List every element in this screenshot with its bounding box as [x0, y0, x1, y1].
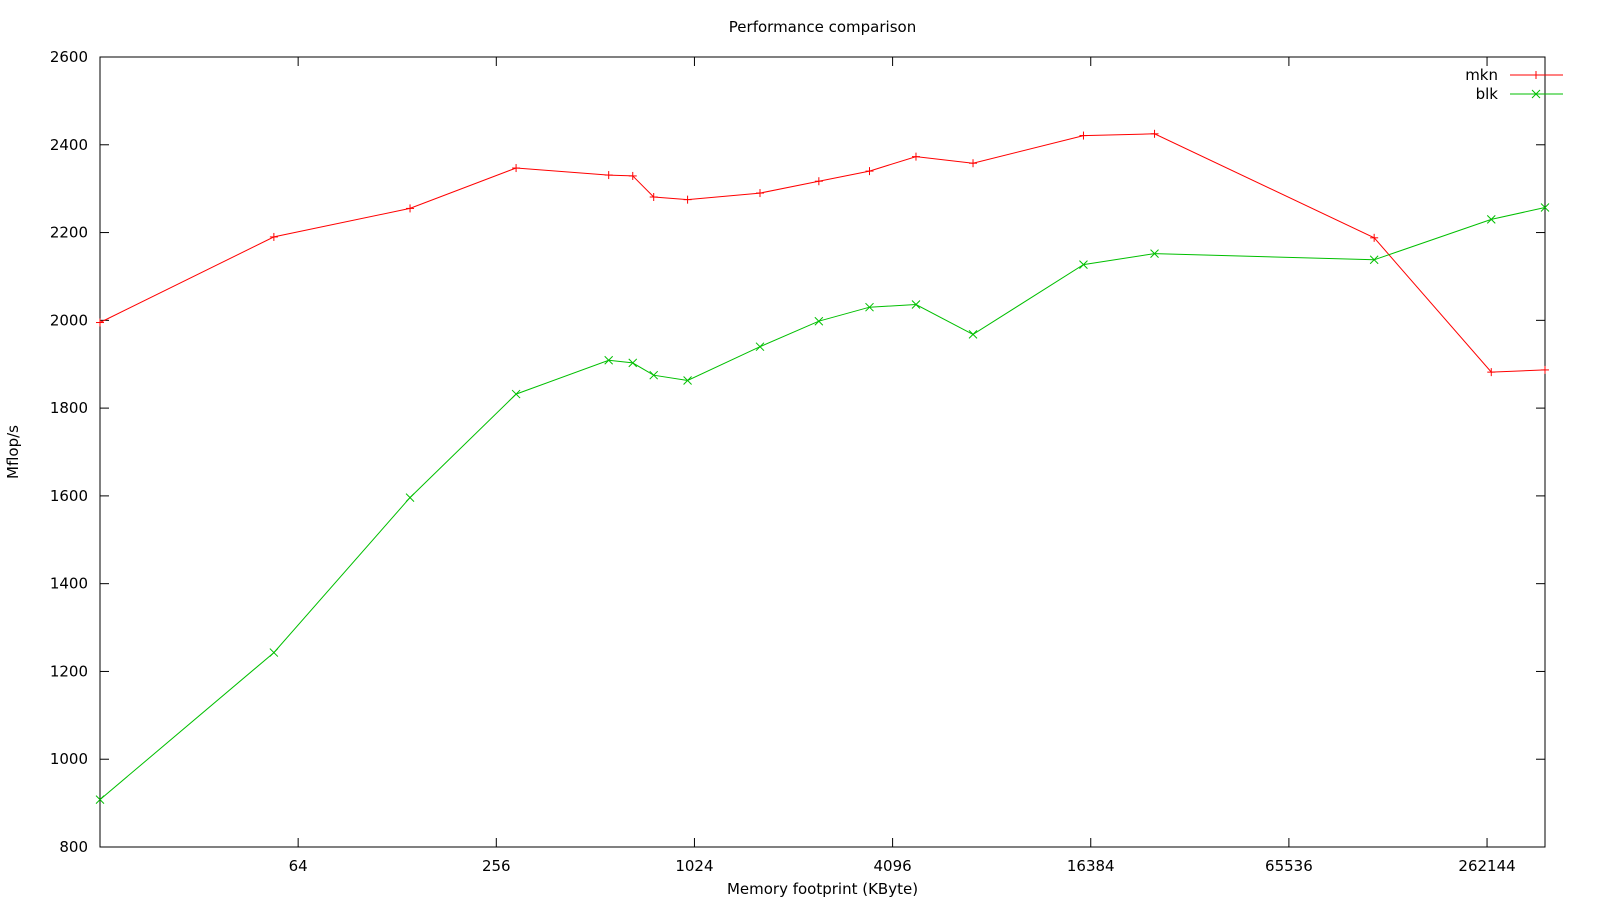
x-tick-label: 256: [482, 857, 511, 875]
legend-marker-mkn: [1532, 71, 1540, 79]
data-point-blk: [1079, 260, 1088, 269]
data-point-blk: [604, 355, 614, 365]
marker-stroke: [968, 330, 978, 339]
y-tick-label: 2400: [50, 136, 88, 154]
data-point-blk: [1369, 255, 1379, 265]
data-point-mkn: [604, 171, 613, 180]
data-point-mkn: [1541, 365, 1549, 374]
marker-stroke: [405, 493, 415, 502]
data-point-mkn: [1370, 233, 1379, 242]
marker-stroke: [814, 316, 824, 326]
marker-stroke: [1150, 249, 1159, 258]
data-point-blk: [865, 302, 874, 312]
data-point-blk: [814, 316, 824, 326]
marker-stroke: [1486, 215, 1496, 224]
data-point-mkn: [911, 152, 920, 161]
series-layer: [95, 129, 1550, 804]
data-point-blk: [1150, 249, 1159, 258]
data-point-blk: [628, 358, 638, 368]
x-tick-label: 16384: [1067, 857, 1115, 875]
marker-stroke: [1531, 89, 1541, 99]
y-tick-label: 1800: [50, 399, 88, 417]
x-tick-label: 262144: [1458, 857, 1515, 875]
marker-stroke: [1369, 255, 1379, 265]
data-point-mkn: [512, 164, 521, 173]
data-point-blk: [405, 493, 415, 502]
y-tick-label: 1400: [50, 575, 88, 593]
marker-stroke: [1540, 203, 1550, 212]
data-point-blk: [95, 795, 105, 804]
data-point-mkn: [96, 318, 104, 327]
marker-stroke: [511, 389, 521, 399]
x-tick-label: 65536: [1265, 857, 1313, 875]
data-point-mkn: [628, 171, 637, 180]
y-tick-label: 1200: [50, 662, 88, 680]
y-tick-label: 2200: [50, 224, 88, 242]
data-point-blk: [649, 370, 659, 380]
y-tick-label: 800: [59, 838, 88, 856]
legend-label-blk: blk: [1476, 85, 1499, 103]
x-axis-title: Memory footprint (KByte): [727, 880, 918, 898]
data-point-blk: [1486, 215, 1496, 224]
y-axis-title: Mflop/s: [4, 425, 22, 479]
marker-stroke: [95, 795, 105, 804]
data-point-blk: [683, 376, 692, 385]
y-tick-label: 1600: [50, 487, 88, 505]
data-point-blk: [968, 330, 978, 339]
data-point-blk: [911, 300, 921, 309]
axis-ticks: 800 1000 1200 1400 1600 1800 2000 2200 2400 2600 6…: [50, 48, 1545, 875]
data-point-blk: [1540, 203, 1550, 212]
data-point-mkn: [1079, 131, 1088, 140]
marker-stroke: [649, 370, 659, 380]
marker-stroke: [911, 300, 921, 309]
plot-area-border: [99, 56, 1546, 848]
y-tick-label: 2600: [50, 48, 88, 66]
data-point-mkn: [1487, 368, 1496, 377]
data-point-blk: [511, 389, 521, 399]
legend-label-mkn: mkn: [1465, 66, 1498, 84]
marker-stroke: [628, 358, 638, 368]
series-line-blk: [99, 207, 1546, 800]
marker-stroke: [683, 376, 692, 385]
data-point-mkn: [649, 193, 658, 202]
marker-stroke: [604, 355, 614, 365]
data-point-mkn: [865, 167, 874, 176]
data-point-mkn: [756, 189, 765, 198]
data-point-blk: [755, 342, 765, 352]
y-tick-label: 1000: [50, 750, 88, 768]
data-point-blk: [269, 648, 279, 657]
y-tick-label: 2000: [50, 311, 88, 329]
x-tick-label: 4096: [874, 857, 912, 875]
x-tick-label: 1024: [675, 857, 713, 875]
data-point-mkn: [406, 204, 415, 213]
marker-stroke: [1079, 260, 1088, 269]
data-point-mkn: [969, 159, 978, 168]
data-point-mkn: [814, 177, 823, 186]
marker-stroke: [755, 342, 765, 352]
legend-marker-blk: [1531, 89, 1541, 99]
marker-stroke: [865, 302, 874, 312]
chart-title: Performance comparison: [729, 18, 916, 36]
data-point-mkn: [683, 195, 692, 204]
x-tick-label: 64: [289, 857, 308, 875]
marker-stroke: [269, 648, 279, 657]
data-point-mkn: [269, 232, 278, 241]
data-point-mkn: [1150, 129, 1159, 138]
series-line-mkn: [99, 133, 1546, 373]
